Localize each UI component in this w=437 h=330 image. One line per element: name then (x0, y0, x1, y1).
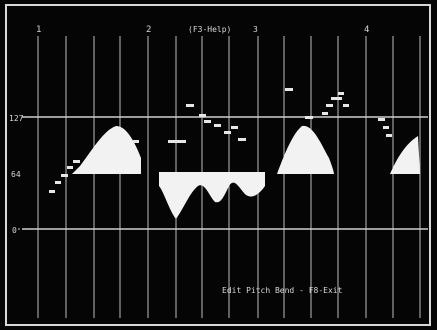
note-markers (49, 88, 392, 193)
note-mark (383, 126, 389, 129)
note-mark (186, 104, 194, 107)
pitch-bend-curve[interactable] (72, 125, 420, 219)
beat-grid (37, 36, 421, 318)
note-mark (322, 112, 328, 115)
note-mark (67, 166, 73, 169)
bend-hump-1[interactable] (72, 126, 141, 174)
note-mark (199, 114, 206, 117)
note-mark (61, 174, 68, 177)
bend-hump-2[interactable] (277, 125, 334, 174)
note-mark (285, 88, 293, 91)
note-mark (305, 116, 313, 119)
screen-frame (5, 4, 431, 326)
note-mark (326, 104, 333, 107)
note-mark (204, 120, 211, 123)
status-line: Edit Pitch Bend - F8-Exit (222, 286, 343, 295)
axis-label-0: 0 (12, 226, 17, 235)
note-mark (386, 134, 392, 137)
bar-marker-3: 3 (253, 25, 258, 34)
note-mark (214, 124, 221, 127)
note-mark (133, 140, 139, 143)
bend-hump-3[interactable] (390, 136, 420, 174)
note-mark (55, 181, 61, 184)
bar-marker-1: 1 (36, 25, 41, 35)
axis-label-64: 64 (11, 170, 21, 179)
note-mark (231, 126, 238, 129)
note-mark (378, 118, 385, 121)
note-mark (49, 190, 55, 193)
note-mark (238, 138, 246, 141)
note-mark (343, 104, 349, 107)
note-mark (338, 92, 344, 95)
axis-label-127: 127 (9, 114, 24, 123)
bar-marker-2: 2 (146, 25, 151, 35)
note-mark (224, 131, 231, 134)
bar-marker-4: 4 (364, 25, 369, 35)
bend-dip[interactable] (159, 172, 265, 219)
note-mark (168, 140, 186, 143)
note-mark (331, 97, 342, 100)
help-hint[interactable]: (F3-Help) (188, 25, 231, 34)
note-mark (73, 160, 80, 163)
